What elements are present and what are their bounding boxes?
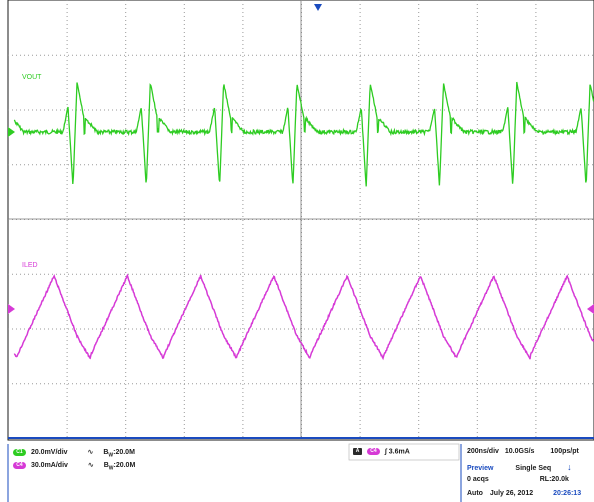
ch1-label: VOUT	[22, 74, 42, 81]
ch1-ground-marker-icon	[8, 127, 15, 137]
ch4-ground-marker-icon	[8, 304, 15, 314]
acquisition-mode: Single Seq	[515, 465, 552, 472]
bw-limit-icon: ∿	[87, 449, 94, 456]
ch4-scale: 30.0mA/div	[30, 462, 68, 469]
trigger-position-icon	[314, 4, 322, 11]
acquisition-info-panel[interactable]: 200ns/div 10.0GS/s 100ps/pt Preview Sing…	[461, 444, 594, 502]
trigger-mode: Auto	[467, 490, 483, 497]
horizontal-scale: 200ns/div	[467, 448, 499, 455]
timebase-row: 200ns/div 10.0GS/s 100ps/pt	[467, 448, 579, 455]
date: July 26, 2012	[489, 490, 534, 497]
ch4-bandwidth: BW:20.0M	[103, 462, 136, 472]
acqs-row: 0 acqs RL:20.0k	[467, 476, 569, 483]
status-row: Preview Single Seq ↓	[467, 462, 572, 472]
trigger-source-badge: C4	[366, 448, 380, 455]
trigger-readout[interactable]: A C4 ∫ 3.6mA	[353, 448, 410, 455]
rising-edge-icon: ∫	[384, 448, 387, 456]
ch1-bandwidth: BW:20.0M	[103, 449, 135, 459]
record-length: RL:20.0k	[539, 476, 569, 483]
acquisition-status: Preview	[467, 465, 494, 472]
graticule-grid	[8, 0, 594, 438]
trigger-arrow-icon: ↓	[567, 462, 572, 472]
ch4-readout[interactable]: C4 30.0mA/div ∿ BW:20.0M	[13, 461, 135, 471]
bw-limit-icon: ∿	[87, 462, 94, 469]
acquisition-count: 0 acqs	[467, 476, 489, 483]
ch4-label: ILED	[22, 262, 38, 269]
datetime-row: Auto July 26, 2012 20:26:13	[467, 490, 581, 497]
sample-rate: 10.0GS/s	[504, 448, 535, 455]
ch1-badge[interactable]: C1	[13, 448, 26, 456]
ch4-badge[interactable]: C4	[13, 461, 26, 469]
trigger-mode-badge: A	[353, 448, 362, 455]
ch4-right-marker-icon	[587, 304, 594, 314]
ch4-waveform	[13, 273, 594, 361]
resolution: 100ps/pt	[550, 448, 579, 455]
time: 20:26:13	[553, 490, 582, 497]
ch1-readout[interactable]: C1 20.0mV/div ∿ BW:20.0M	[13, 448, 135, 458]
ch1-waveform	[13, 81, 594, 187]
trigger-level: 3.6mA	[388, 448, 410, 456]
ch1-scale: 20.0mV/div	[30, 449, 68, 456]
